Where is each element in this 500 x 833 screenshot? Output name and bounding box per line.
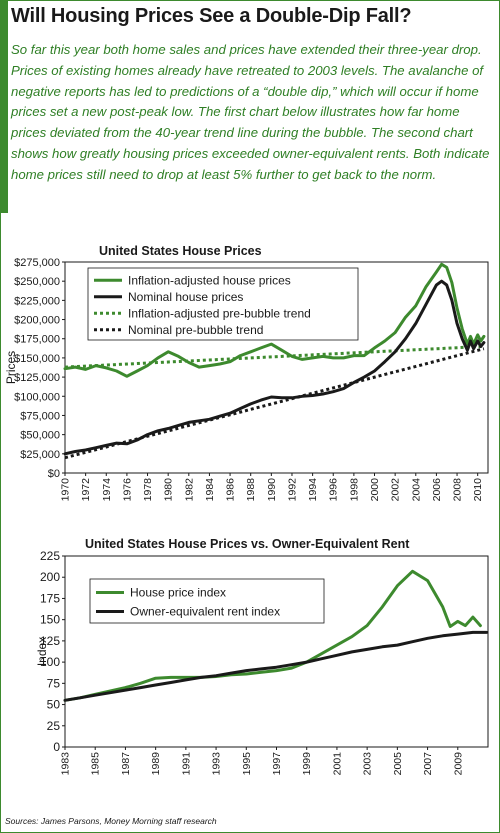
x-tick-label: 2000: [369, 478, 381, 502]
x-tick-label: 1991: [180, 752, 192, 776]
x-tick-label: 2001: [331, 752, 343, 776]
series-line-nominal-house-prices: [63, 279, 486, 456]
house-prices-chart: United States House Prices Prices $0 $25,00…: [1, 231, 500, 521]
y-tick-label: 225: [40, 549, 60, 563]
x-tick-label: 2008: [452, 478, 464, 502]
x-tick-label: 1987: [120, 752, 132, 776]
y-tick-label: $275,000: [14, 257, 60, 269]
price-vs-rent-chart-svg: United States House Prices vs. Owner-Equ…: [35, 537, 489, 776]
y-axis-label: Prices: [4, 351, 18, 384]
y-tick-label: 175: [40, 591, 60, 605]
legend-box: [87, 267, 359, 341]
y-tick-label: $125,000: [14, 372, 60, 384]
x-tick-label: 1992: [286, 478, 298, 502]
legend-label-nominal-pre-bubble-trend: Nominal pre-bubble trend: [128, 323, 263, 337]
x-tick-label: 2003: [362, 752, 374, 776]
legend-label-house-price-index: House price index: [130, 586, 226, 600]
x-tick-label: 1972: [80, 478, 92, 502]
y-tick-label: $175,000: [14, 334, 60, 346]
y-tick-label: $25,000: [20, 449, 60, 461]
x-tick-label: 2002: [390, 478, 402, 502]
x-tick-label: 1986: [225, 478, 237, 502]
legend-label-inflation-adjusted-house-prices: Inflation-adjusted house prices: [128, 273, 291, 287]
x-tick-label: 1989: [150, 752, 162, 776]
y-tick-label: $100,000: [14, 391, 60, 403]
y-axis-label: Index: [35, 637, 49, 666]
x-tick-label: 1983: [60, 752, 72, 776]
y-tick-label: $75,000: [20, 410, 60, 422]
y-tick-label: 0: [53, 740, 60, 754]
x-tick-label: 1970: [60, 478, 72, 502]
y-tick-label: 125: [40, 634, 60, 648]
intro-paragraph: So far this year both home sales and pri…: [11, 42, 490, 182]
x-tick-label: 2007: [422, 752, 434, 776]
y-tick-label: $150,000: [14, 353, 60, 365]
x-tick-label: 1984: [204, 478, 216, 502]
house-prices-chart-svg: United States House Prices Prices $0 $25,00…: [4, 244, 489, 502]
y-tick-label: 150: [40, 613, 60, 627]
chart-title: United States House Prices: [99, 244, 262, 258]
x-tick-label: 2009: [452, 752, 464, 776]
y-tick-label: $225,000: [14, 295, 60, 307]
x-tick-label: 2010: [472, 478, 484, 502]
y-tick-label: $50,000: [20, 430, 60, 442]
x-tick-label: 1974: [101, 478, 113, 502]
x-tick-label: 1982: [183, 478, 195, 502]
headline: Will Housing Prices See a Double-Dip Fal…: [11, 5, 412, 27]
legend-label-owner-equivalent-rent-index: Owner-equivalent rent index: [130, 605, 280, 619]
y-tick-label: 50: [47, 698, 61, 712]
green-accent-bar: [1, 1, 8, 213]
x-tick-label: 1994: [307, 478, 319, 502]
y-tick-label: $250,000: [14, 276, 60, 288]
x-tick-label: 2006: [431, 478, 443, 502]
legend-label-nominal-house-prices: Nominal house prices: [128, 290, 243, 304]
y-tick-label: 75: [47, 676, 61, 690]
x-tick-label: 2004: [410, 478, 422, 502]
x-tick-label: 1988: [245, 478, 257, 502]
y-tick-label: 200: [40, 570, 60, 584]
series-line-owner-equivalent-rent-index: [63, 630, 488, 702]
x-tick-label: 1996: [328, 478, 340, 502]
legend-box: [89, 578, 325, 624]
x-tick-label: 1993: [211, 752, 223, 776]
series-line-inflation-adjusted-house-prices: [63, 262, 486, 378]
x-tick-label: 1990: [266, 478, 278, 502]
x-tick-label: 1995: [241, 752, 253, 776]
series-line-house-price-index: [63, 569, 482, 702]
legend-label-inflation-adjusted-pre-bubble-trend: Inflation-adjusted pre-bubble trend: [128, 306, 311, 320]
y-tick-label: $200,000: [14, 315, 60, 327]
chart-title: United States House Prices vs. Owner-Equ…: [85, 537, 410, 551]
x-tick-label: 1978: [142, 478, 154, 502]
y-tick-label: $0: [48, 468, 60, 480]
header-section: Will Housing Prices See a Double-Dip Fal…: [1, 1, 499, 215]
y-tick-label: 25: [47, 719, 61, 733]
y-tick-label: 100: [40, 655, 60, 669]
x-tick-label: 1998: [348, 478, 360, 502]
series-line-inflation-adjusted-pre-bubble-trend: [64, 344, 484, 369]
x-tick-label: 1985: [90, 752, 102, 776]
price-vs-rent-chart: United States House Prices vs. Owner-Equ…: [1, 531, 500, 815]
source-note: Sources: James Parsons, Money Morning st…: [5, 816, 217, 826]
x-tick-label: 2005: [392, 752, 404, 776]
x-tick-label: 1997: [271, 752, 283, 776]
x-tick-label: 1980: [163, 478, 175, 502]
x-tick-label: 1976: [121, 478, 133, 502]
x-tick-label: 1999: [301, 752, 313, 776]
